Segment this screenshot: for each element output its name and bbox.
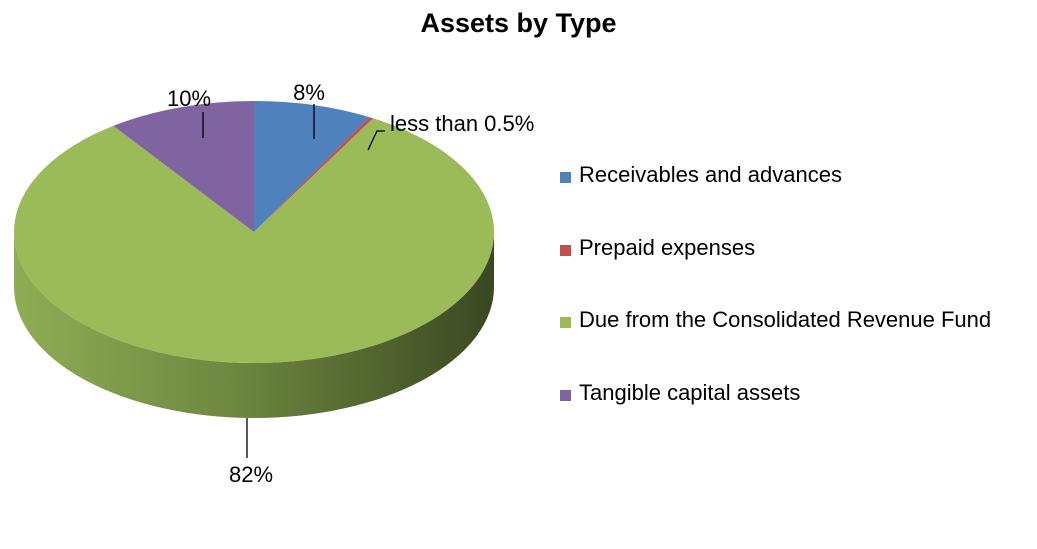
data-label-crf: 82%: [229, 462, 273, 487]
data-label-tangible: 10%: [167, 86, 211, 111]
leader-line: [367, 130, 385, 151]
slice-receivables: [254, 101, 370, 232]
legend-label: Prepaid expenses: [579, 234, 756, 260]
legend-label: Tangible capital assets: [579, 380, 801, 406]
slice-prepaid: [254, 117, 374, 232]
legend-swatch: [560, 244, 571, 256]
slice-crf: [13, 118, 495, 364]
chart-title: Assets by Type: [420, 8, 617, 38]
legend-swatch: [560, 390, 571, 402]
data-label-prepaid: less than 0.5%: [390, 111, 534, 136]
legend-label: Receivables and advances: [579, 162, 842, 187]
legend-label: Due from the Consolidated Revenue Fund: [579, 307, 992, 333]
legend-swatch: [560, 317, 571, 329]
slice-tangible: [113, 101, 254, 232]
pie-side-wall: [14, 232, 494, 418]
legend-swatch: [560, 172, 571, 183]
data-label-receivables: 8%: [293, 80, 325, 105]
